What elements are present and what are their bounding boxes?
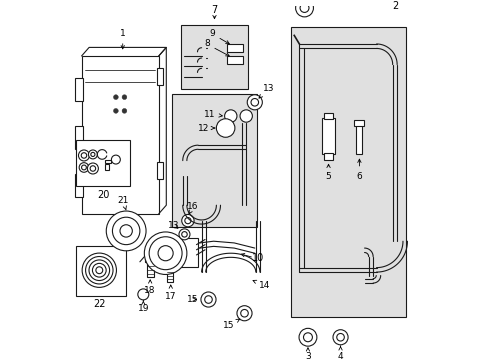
Bar <box>157 68 163 85</box>
Circle shape <box>113 95 118 100</box>
Bar <box>157 162 163 180</box>
Text: 22: 22 <box>93 299 105 309</box>
Text: 5: 5 <box>325 164 331 181</box>
Text: 15: 15 <box>223 319 240 330</box>
Bar <box>81 56 159 214</box>
Bar <box>323 113 333 120</box>
Circle shape <box>240 110 252 122</box>
Text: 6: 6 <box>356 159 362 181</box>
Bar <box>75 174 83 197</box>
Circle shape <box>122 95 126 100</box>
Bar <box>146 260 153 277</box>
Text: 11: 11 <box>204 110 222 119</box>
Text: 1: 1 <box>120 29 125 49</box>
Circle shape <box>88 150 97 159</box>
Circle shape <box>240 310 248 317</box>
Circle shape <box>106 211 146 251</box>
Bar <box>290 27 405 317</box>
Bar <box>227 56 242 63</box>
Bar <box>355 125 362 154</box>
Circle shape <box>81 165 86 170</box>
Circle shape <box>332 330 347 345</box>
Circle shape <box>247 95 262 110</box>
Circle shape <box>120 225 132 237</box>
Circle shape <box>250 99 258 106</box>
Text: 19: 19 <box>137 301 149 312</box>
Circle shape <box>149 237 182 270</box>
Text: 9: 9 <box>208 29 229 44</box>
Circle shape <box>111 155 120 164</box>
Text: 21: 21 <box>117 195 128 210</box>
Bar <box>172 94 256 228</box>
Circle shape <box>78 150 89 161</box>
Text: 17: 17 <box>164 285 176 301</box>
Text: 4: 4 <box>337 346 343 360</box>
Text: 15: 15 <box>187 295 199 304</box>
Text: 16: 16 <box>187 202 199 214</box>
Circle shape <box>201 292 216 307</box>
Bar <box>75 78 83 100</box>
Bar <box>227 44 242 51</box>
Circle shape <box>303 333 312 342</box>
Bar <box>75 126 83 149</box>
Bar <box>104 164 108 170</box>
Bar <box>145 258 154 262</box>
Circle shape <box>224 110 237 122</box>
Text: 12: 12 <box>197 123 214 132</box>
Text: 13: 13 <box>168 221 180 230</box>
Circle shape <box>182 231 187 237</box>
Circle shape <box>237 306 251 321</box>
Text: 8: 8 <box>203 40 229 56</box>
Bar <box>322 118 334 154</box>
Circle shape <box>81 153 86 158</box>
Bar <box>167 267 173 282</box>
Bar <box>76 140 129 186</box>
Circle shape <box>91 152 95 157</box>
Text: 20: 20 <box>97 190 109 200</box>
Bar <box>76 246 126 296</box>
Text: 10: 10 <box>252 253 264 264</box>
Circle shape <box>299 328 316 346</box>
Circle shape <box>204 296 212 303</box>
Text: 18: 18 <box>144 280 156 296</box>
Circle shape <box>90 166 96 171</box>
Text: 13: 13 <box>259 84 274 98</box>
Circle shape <box>336 333 344 341</box>
Bar <box>353 120 364 126</box>
Circle shape <box>216 119 234 137</box>
Circle shape <box>158 246 173 261</box>
Circle shape <box>112 217 140 245</box>
Circle shape <box>295 0 313 17</box>
Bar <box>179 238 198 267</box>
Circle shape <box>122 108 126 113</box>
Circle shape <box>138 289 148 300</box>
Circle shape <box>144 232 186 274</box>
Circle shape <box>179 229 189 240</box>
Text: 3: 3 <box>305 348 310 360</box>
Circle shape <box>300 4 308 13</box>
Bar <box>181 25 247 89</box>
Bar <box>165 265 175 269</box>
Circle shape <box>184 217 191 224</box>
Text: 14: 14 <box>252 280 270 290</box>
Circle shape <box>87 163 98 174</box>
Bar <box>104 160 110 163</box>
Circle shape <box>113 108 118 113</box>
Circle shape <box>182 215 194 227</box>
Bar <box>323 153 333 159</box>
Text: 2: 2 <box>391 1 398 10</box>
Text: 4: 4 <box>0 359 1 360</box>
Circle shape <box>79 163 89 172</box>
Text: 7: 7 <box>211 5 217 15</box>
